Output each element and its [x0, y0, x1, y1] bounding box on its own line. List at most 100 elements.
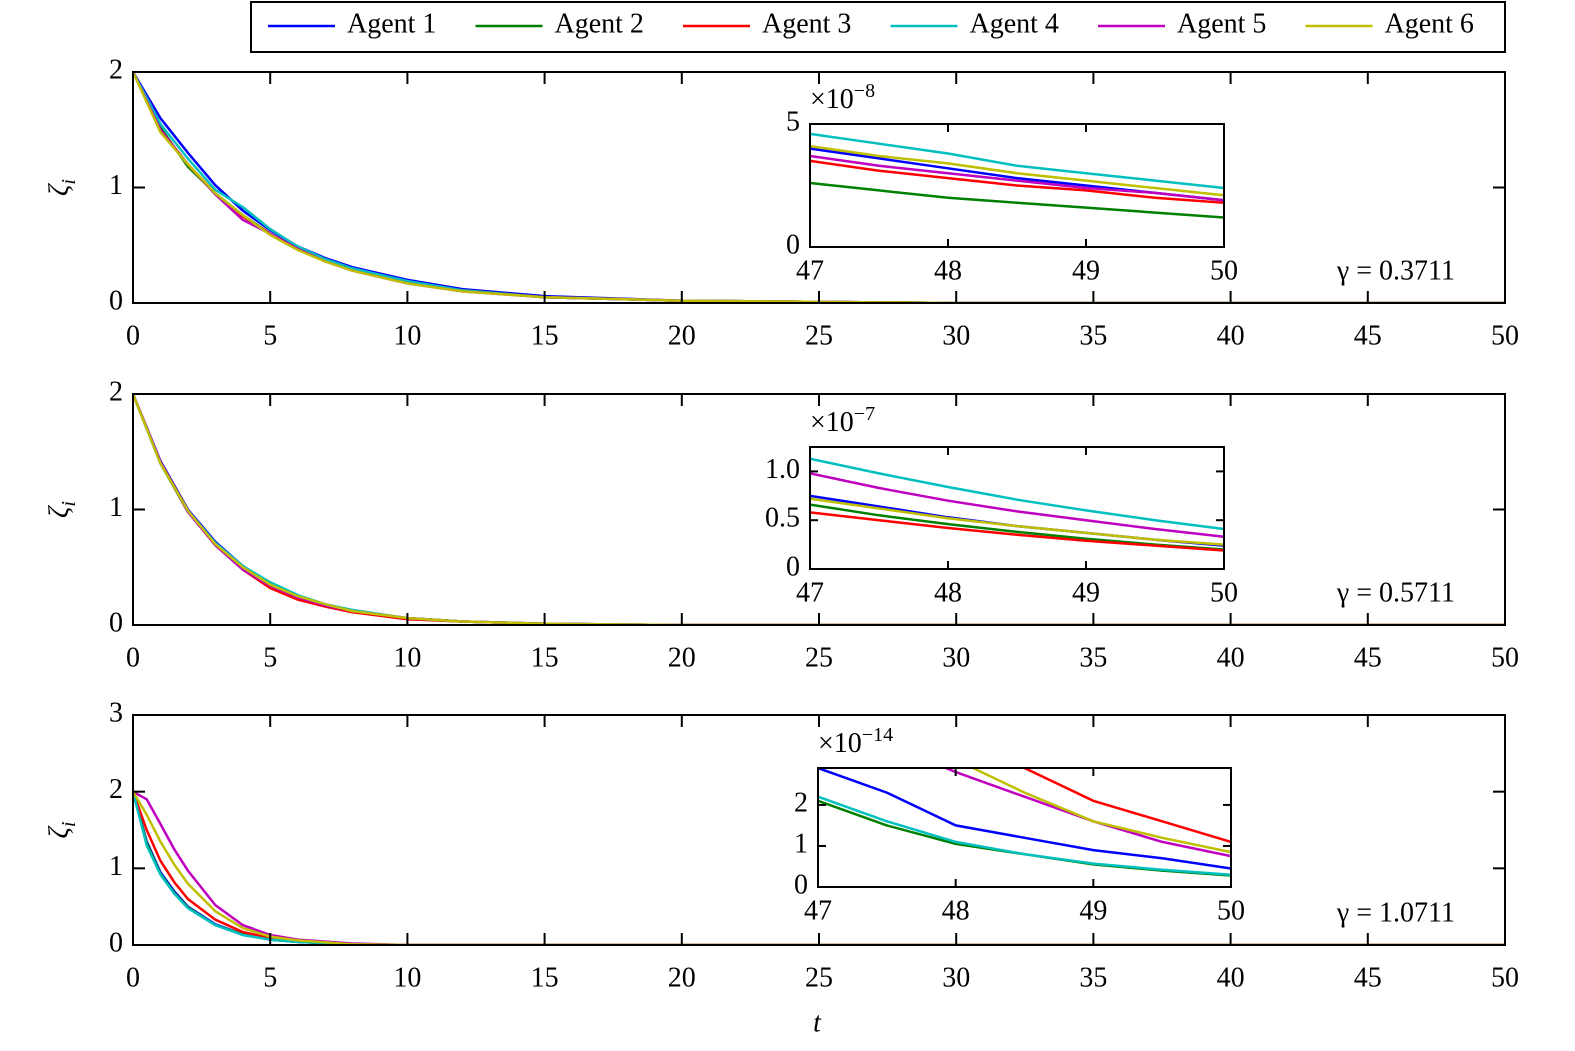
y-tick-label: 0	[786, 229, 800, 260]
legend-label: Agent 4	[970, 8, 1059, 39]
annotation: γ = 1.0711	[1336, 897, 1455, 928]
annotation: γ = 0.5711	[1336, 577, 1455, 608]
multiplier: ×10−8	[810, 80, 875, 116]
y-label-subscript: i	[58, 179, 80, 185]
x-tick-label: 10	[393, 962, 421, 993]
x-tick-label: 10	[393, 642, 421, 673]
series-line	[1021, 768, 1231, 844]
series-line	[133, 791, 1505, 945]
y-label-symbol: ζ	[44, 505, 75, 518]
x-tick-label: 47	[804, 895, 832, 926]
y-tick-label: 2	[109, 774, 123, 805]
legend-box	[250, 1, 1506, 53]
series-line	[810, 472, 1224, 539]
x-tick-label: 48	[934, 255, 962, 286]
y-tick-label: 0	[109, 285, 123, 316]
series-line	[133, 394, 1505, 625]
y-tick-label: 1	[109, 492, 123, 523]
series-line	[810, 144, 1224, 197]
x-tick-label: 49	[1079, 895, 1107, 926]
y-tick-label: 0	[109, 927, 123, 958]
series-line	[810, 457, 1224, 531]
multiplier: ×10−7	[810, 403, 875, 439]
multiplier-exponent: −14	[862, 724, 893, 746]
y-tick-label: 1	[109, 170, 123, 201]
multiplier: ×10−14	[818, 724, 893, 760]
legend-label: Agent 2	[555, 8, 644, 39]
series-line	[810, 497, 1224, 546]
series-line	[810, 159, 1224, 204]
series-line	[810, 181, 1224, 219]
x-tick-label: 10	[393, 320, 421, 351]
x-tick-label: 30	[942, 642, 970, 673]
annotation: γ = 0.3711	[1336, 255, 1455, 286]
series-line	[818, 768, 1231, 870]
y-label-symbol: ζ	[44, 183, 75, 196]
y-tick-label: 2	[109, 54, 123, 85]
x-tick-label: 48	[942, 895, 970, 926]
series-line	[818, 795, 1231, 876]
x-tick-label: 20	[668, 642, 696, 673]
multiplier-base: ×10	[810, 84, 854, 115]
y-axis-label: ζi	[44, 822, 79, 839]
x-tick-label: 30	[942, 962, 970, 993]
x-tick-label: 40	[1217, 320, 1245, 351]
x-tick-label: 47	[796, 577, 824, 608]
x-tick-label: 5	[263, 320, 277, 351]
series-line	[810, 511, 1224, 552]
x-tick-label: 45	[1354, 642, 1382, 673]
x-tick-label: 25	[805, 642, 833, 673]
x-tick-label: 30	[942, 320, 970, 351]
y-tick-label: 1.0	[765, 454, 800, 485]
x-tick-label: 35	[1079, 320, 1107, 351]
y-tick-label: 0.5	[765, 503, 800, 534]
y-axis-label: ζi	[44, 179, 79, 196]
x-tick-label: 15	[531, 320, 559, 351]
x-tick-label: 50	[1491, 320, 1519, 351]
series-line	[810, 154, 1224, 202]
x-tick-label: 35	[1079, 962, 1107, 993]
x-tick-label: 49	[1072, 577, 1100, 608]
multiplier-exponent: −7	[854, 403, 875, 425]
inset-background	[818, 768, 1231, 887]
legend-label: Agent 1	[347, 8, 436, 39]
series-line	[969, 768, 1231, 854]
y-tick-label: 1	[794, 828, 808, 859]
series-line	[942, 768, 1231, 858]
x-tick-label: 20	[668, 320, 696, 351]
y-tick-label: 2	[794, 787, 808, 818]
legend-label: Agent 6	[1385, 8, 1474, 39]
x-tick-label: 50	[1491, 642, 1519, 673]
x-axis-label: t	[813, 1007, 822, 1038]
y-tick-label: 2	[109, 376, 123, 407]
y-tick-label: 0	[109, 607, 123, 638]
x-tick-label: 0	[126, 320, 140, 351]
x-tick-label: 25	[805, 962, 833, 993]
y-tick-label: 1	[109, 851, 123, 882]
y-label-symbol: ζ	[44, 825, 75, 838]
x-tick-label: 20	[668, 962, 696, 993]
x-tick-label: 15	[531, 962, 559, 993]
legend-label: Agent 5	[1177, 8, 1266, 39]
x-tick-label: 50	[1210, 255, 1238, 286]
x-tick-label: 5	[263, 962, 277, 993]
y-label-subscript: i	[58, 822, 80, 828]
multiplier-exponent: −8	[854, 80, 875, 102]
x-tick-label: 5	[263, 642, 277, 673]
y-tick-label: 3	[109, 697, 123, 728]
x-tick-label: 35	[1079, 642, 1107, 673]
x-tick-label: 25	[805, 320, 833, 351]
legend-label: Agent 3	[762, 8, 851, 39]
axes-box	[817, 767, 1232, 888]
axes-box	[809, 446, 1225, 570]
x-tick-label: 0	[126, 642, 140, 673]
x-tick-label: 47	[796, 255, 824, 286]
y-tick-label: 0	[786, 551, 800, 582]
x-tick-label: 48	[934, 577, 962, 608]
x-tick-label: 50	[1210, 577, 1238, 608]
x-tick-label: 40	[1217, 962, 1245, 993]
axes-box	[809, 123, 1225, 248]
y-tick-label: 5	[786, 106, 800, 137]
multiplier-base: ×10	[818, 728, 862, 759]
